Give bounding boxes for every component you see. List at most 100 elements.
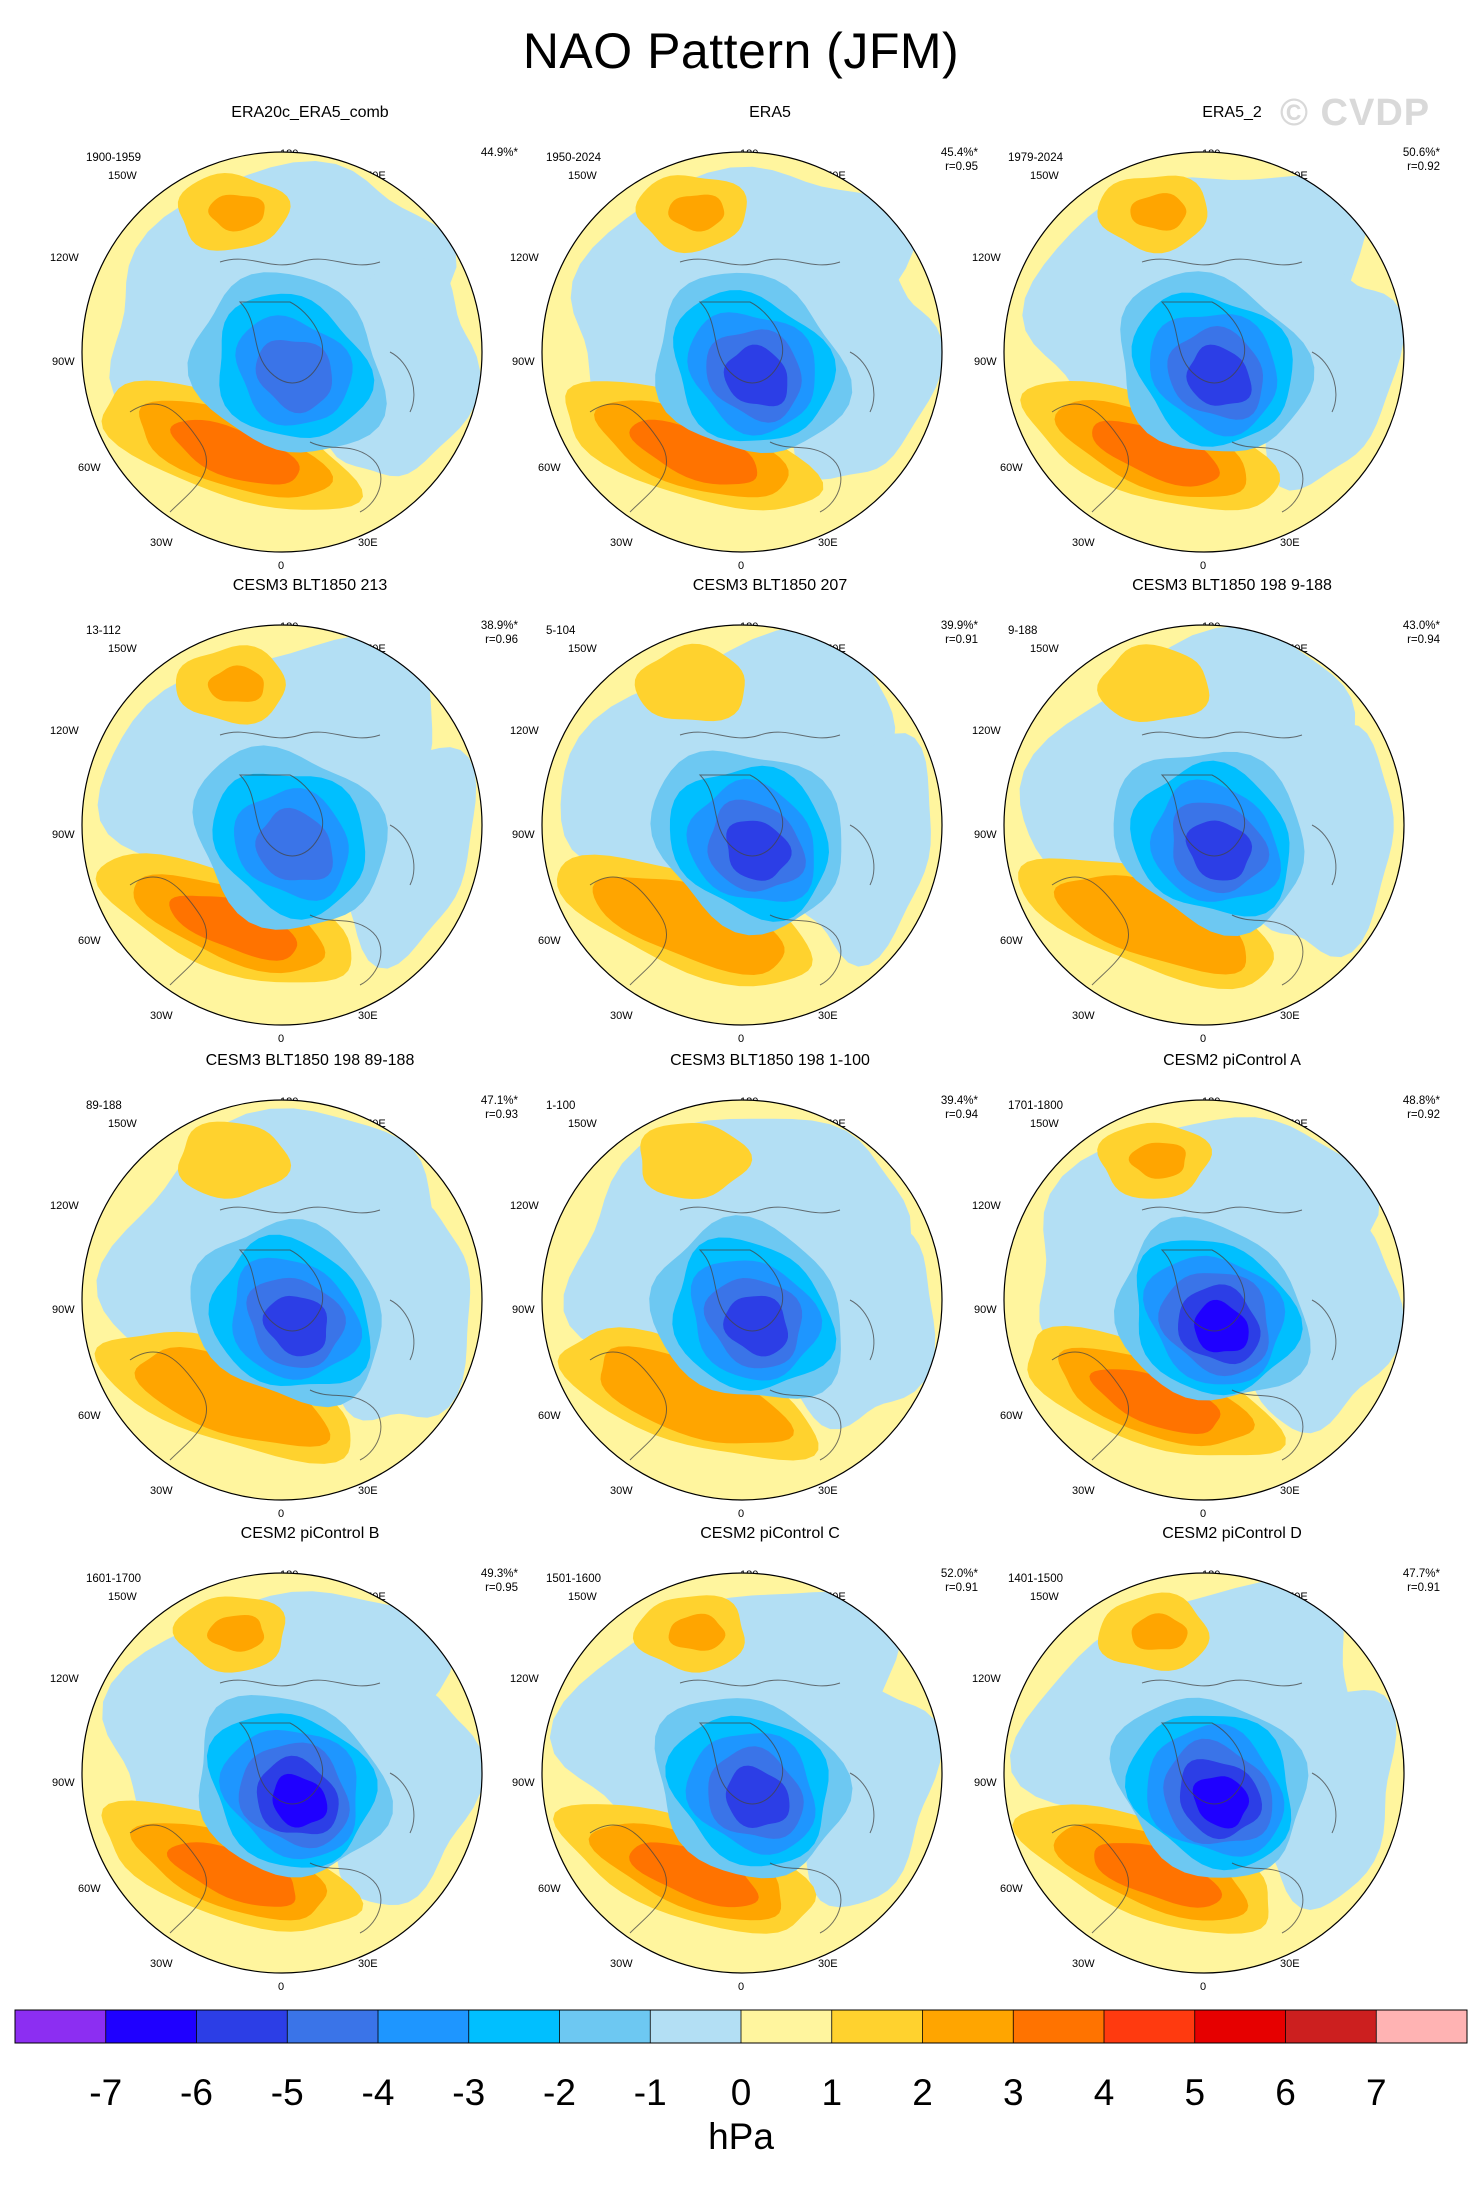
longitude-label: 90W	[52, 829, 75, 841]
explained-variance: 45.4%*	[940, 147, 978, 159]
field-contour	[1053, 875, 1247, 975]
longitude-label: 120W	[510, 252, 539, 264]
colorbar-swatch	[1194, 2010, 1286, 2043]
polar-map	[1003, 151, 1405, 553]
field-contour	[207, 1615, 265, 1652]
longitude-label: 90W	[512, 829, 535, 841]
longitude-label: 0	[738, 560, 745, 572]
panel-period: 1979-2024	[1008, 152, 1063, 164]
coastline	[679, 1679, 841, 1687]
coastlines	[589, 731, 875, 986]
longitude-label: 30W	[610, 1485, 633, 1497]
field-contour	[166, 1842, 296, 1907]
coastline	[1051, 403, 1129, 513]
coastline	[589, 1824, 667, 1934]
coastlines	[1051, 1206, 1337, 1461]
polar-map	[1003, 1572, 1405, 1974]
longitude-label: 90W	[512, 1304, 535, 1316]
colorbar-swatch	[15, 2010, 107, 2043]
longitude-label: 0	[738, 1033, 745, 1045]
longitude-label: 150W	[1030, 1118, 1059, 1130]
field-contour	[786, 1688, 942, 1908]
coastline	[238, 301, 324, 384]
panel-period: 1601-1700	[86, 1573, 141, 1585]
field-contour	[1253, 261, 1404, 491]
longitude-label: 90W	[52, 1304, 75, 1316]
colorbar-tick-label: -2	[543, 2072, 576, 2113]
map-border	[81, 151, 483, 553]
colorbar-tick-label: 5	[1184, 2072, 1206, 2113]
map-panel: CESM3 BLT1850 198 89-188 89-188 47.1%* r=0.…	[50, 1052, 550, 1540]
longitude-label: 120W	[50, 725, 79, 737]
panel-period: 89-188	[86, 1100, 122, 1112]
coastlines	[129, 731, 415, 986]
longitude-label: 120W	[510, 1673, 539, 1685]
longitude-label: 90W	[974, 1777, 997, 1789]
coastline	[849, 824, 875, 886]
longitude-label: 30E	[358, 1010, 378, 1022]
longitude-label: 60W	[538, 1883, 561, 1895]
field-contour	[668, 194, 725, 232]
longitude-label: 30W	[1072, 1010, 1095, 1022]
colorbar-tick-label: 1	[821, 2072, 843, 2113]
field-contour	[592, 877, 785, 975]
panel-title: CESM3 BLT1850 198 89-188	[205, 1052, 415, 1069]
colorbar-swatch	[287, 2010, 379, 2043]
colorbar-swatch	[468, 2010, 560, 2043]
field-contour	[255, 340, 332, 414]
longitude-label: 30E	[358, 1485, 378, 1497]
field-contour	[723, 344, 788, 407]
coastline	[1311, 824, 1337, 886]
colorbar-tick-label: -5	[270, 2072, 304, 2113]
longitude-label: 30W	[150, 1485, 173, 1497]
longitude-label: 150W	[568, 1118, 597, 1130]
field-contour	[134, 1347, 331, 1447]
panel-period: 1-100	[546, 1100, 576, 1112]
coastline	[1051, 1824, 1129, 1934]
longitude-label: 150W	[1030, 643, 1059, 655]
coastline	[1231, 1862, 1304, 1934]
longitude-label: 120W	[50, 1673, 79, 1685]
field-contour	[723, 1295, 788, 1357]
longitude-label: 60W	[78, 462, 101, 474]
longitude-label: 120W	[972, 725, 1001, 737]
field-contour	[334, 1687, 482, 1905]
coastline	[1231, 441, 1304, 513]
field-contour	[1131, 1613, 1188, 1650]
longitude-label: 90W	[52, 1777, 75, 1789]
coastline	[1051, 1351, 1129, 1461]
colorbar-swatch	[1013, 2010, 1105, 2043]
coastline	[309, 914, 382, 986]
longitude-label: 120W	[50, 252, 79, 264]
panel-period: 5-104	[546, 625, 576, 637]
field-contour	[255, 807, 333, 881]
colorbar-tick-label: 6	[1275, 2072, 1296, 2113]
coastlines	[589, 1679, 875, 1934]
map-panel: CESM3 BLT1850 198 9-188 9-188 43.0%* r=0.94…	[972, 577, 1472, 1065]
longitude-label: 150W	[1030, 170, 1059, 182]
longitude-label: 0	[1200, 1508, 1207, 1520]
field-contour	[169, 895, 298, 961]
map-border	[541, 1572, 943, 1974]
coastline	[309, 1389, 382, 1461]
coastline	[1160, 301, 1246, 384]
longitude-label: 120W	[972, 252, 1001, 264]
panel-title: CESM3 BLT1850 213	[232, 577, 388, 594]
longitude-label: 150W	[568, 170, 597, 182]
field-contour	[640, 1123, 753, 1199]
coastline	[849, 1772, 875, 1834]
longitude-label: 150W	[1030, 1591, 1059, 1603]
longitude-label: 120W	[510, 1200, 539, 1212]
polar-map	[81, 624, 483, 1026]
colorbar-tick-label: 0	[730, 2072, 752, 2113]
coastlines	[129, 258, 415, 513]
coastline	[1051, 876, 1129, 986]
field-contour	[634, 643, 745, 722]
map-panel: CESM2 piControl C1501-160052.0%*r=0.9118…	[510, 1525, 1010, 2013]
explained-variance: 48.8%*	[1402, 1095, 1440, 1107]
field-contour	[1186, 344, 1252, 406]
longitude-label: 90W	[512, 356, 535, 368]
explained-variance: 39.4%*	[940, 1095, 978, 1107]
map-border	[541, 1099, 943, 1501]
longitude-label: 30W	[610, 1958, 633, 1970]
